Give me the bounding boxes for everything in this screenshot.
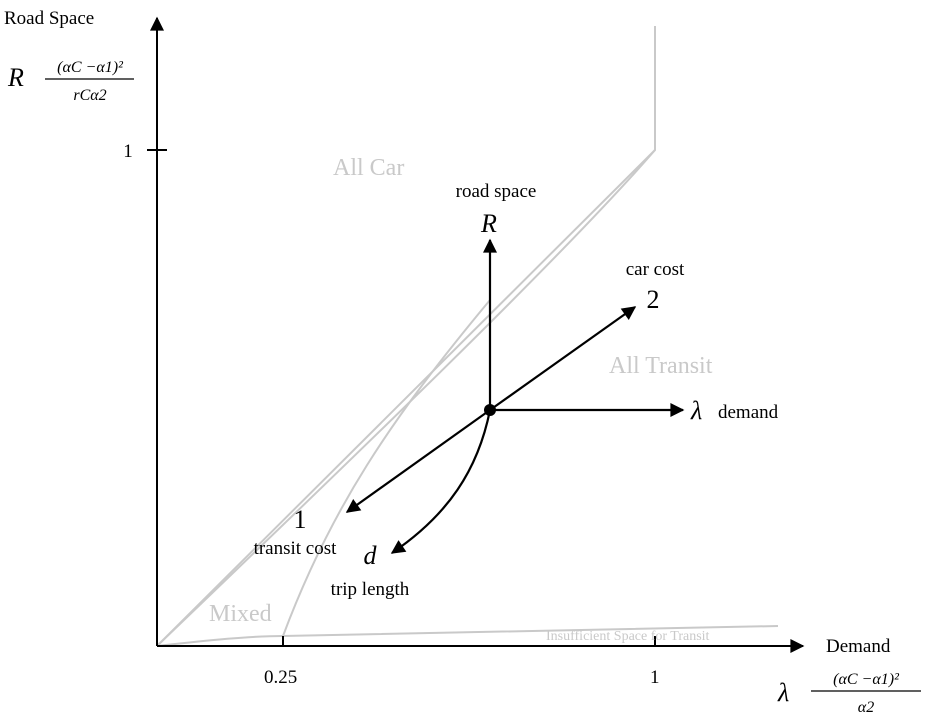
transit-cost-caption: transit cost [254,538,338,559]
region-label-mixed: Mixed [209,601,272,627]
y-axis-title: Road Space [4,8,94,29]
x-axis-title: Demand [826,636,891,657]
y-axis-fraction-numerator: (αC −α1)² [57,59,124,76]
transit-cost-number: 1 [294,505,307,534]
road-space-caption: road space [456,181,537,202]
trip-length-caption: trip length [331,579,410,600]
mixed-upper-boundary-curve [156,149,656,647]
mixed-right-boundary-curve [282,299,491,637]
y-tick-label-1: 1 [123,141,133,162]
demand-symbol: λ [690,396,702,425]
region-label-all-transit: All Transit [609,353,713,379]
y-axis-fraction-denominator: rCα2 [73,87,106,104]
car-cost-vector-arrow [489,306,637,411]
region-label-insufficient-space: Insufficient Space for Transit [546,629,710,644]
x-axis-fraction-denominator: α2 [858,699,874,716]
trip-length-symbol: d [364,541,378,570]
region-label-all-car: All Car [333,155,404,181]
all-car-boundary-line [156,26,656,647]
origin-point [484,404,496,416]
x-axis-symbol: λ [777,678,789,707]
demand-caption: demand [718,402,779,423]
x-tick-label-025: 0.25 [264,667,297,688]
x-axis-fraction-numerator: (αC −α1)² [833,671,900,688]
x-tick-label-1: 1 [650,667,660,688]
y-axis-symbol: R [7,63,24,92]
car-cost-number: 2 [647,285,660,314]
transit-cost-vector-arrow [345,409,491,513]
trip-length-vector-arrow [390,409,492,554]
road-space-symbol: R [480,209,497,238]
insufficient-space-boundary-curve [156,625,779,647]
car-cost-caption: car cost [626,259,685,280]
